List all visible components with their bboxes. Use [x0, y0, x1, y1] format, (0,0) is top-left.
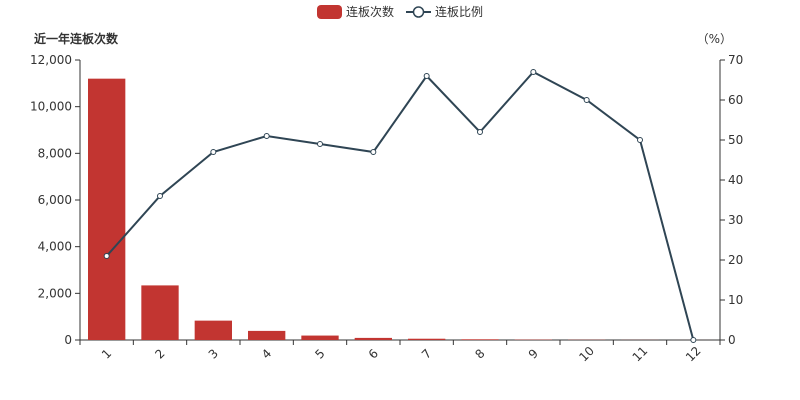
bar	[141, 285, 179, 340]
line-point	[370, 149, 377, 155]
y-axis-title: 近一年连板次数	[34, 31, 119, 46]
line-point	[423, 73, 430, 79]
y2-tick-label: 60	[728, 93, 743, 107]
x-tick-label: 9	[526, 346, 541, 361]
legend-line-label[interactable]: 连板比例	[435, 4, 483, 19]
y-tick-label: 8,000	[38, 146, 72, 160]
y2-tick-label: 30	[728, 213, 743, 227]
bar	[354, 337, 392, 340]
series-line	[105, 70, 695, 341]
y-tick-label: 6,000	[38, 193, 72, 207]
x-tick-label: 2	[152, 346, 167, 361]
legend-line-marker[interactable]	[412, 6, 425, 18]
line-point	[530, 69, 537, 75]
y2-tick-label: 40	[728, 173, 743, 187]
x-tick-label: 4	[259, 346, 274, 361]
bar-series	[88, 78, 712, 341]
line-point	[263, 133, 270, 139]
line-point	[583, 97, 590, 103]
x-tick-label: 5	[312, 346, 327, 361]
y2-tick-label: 10	[728, 293, 743, 307]
bar	[301, 335, 339, 340]
y-tick-label: 4,000	[38, 240, 72, 254]
line-point	[210, 149, 217, 155]
y-tick-label: 12,000	[30, 53, 72, 67]
y2-tick-label: 50	[728, 133, 743, 147]
x-tick-label: 6	[366, 346, 381, 361]
y2-tick-label: 20	[728, 253, 743, 267]
bar	[248, 330, 286, 340]
x-tick-label: 11	[630, 344, 651, 365]
legend-bar-label[interactable]: 连板次数	[346, 4, 394, 19]
y-tick-label: 10,000	[30, 100, 72, 114]
x-tick-label: 3	[206, 346, 221, 361]
line-point	[690, 337, 697, 343]
bar	[88, 78, 126, 341]
bar	[194, 320, 232, 340]
line-point	[157, 193, 163, 199]
legend: 连板次数 连板比例	[317, 4, 483, 19]
y2-tick-label: 0	[728, 333, 736, 347]
x-tick-label: 7	[419, 346, 434, 361]
legend-bar-swatch[interactable]	[317, 5, 342, 19]
line-series	[103, 69, 697, 343]
line-point	[317, 141, 323, 147]
line-point	[477, 129, 483, 135]
y2-tick-label: 70	[728, 53, 743, 67]
y-tick-label: 0	[64, 333, 72, 347]
x-tick-label: 10	[576, 344, 597, 365]
axes: 0 2,000 4,000 6,000 8,000 10,000 12,000 0 10 20 30…	[30, 53, 743, 364]
line-point	[103, 253, 110, 259]
y2-axis-title: （%）	[697, 32, 732, 46]
y-tick-label: 2,000	[38, 286, 72, 300]
bar	[408, 338, 446, 340]
x-tick-label: 12	[683, 344, 704, 365]
line-point	[637, 137, 643, 143]
x-tick-label: 8	[472, 346, 487, 361]
x-tick-label: 1	[99, 346, 114, 361]
bar	[461, 339, 499, 340]
